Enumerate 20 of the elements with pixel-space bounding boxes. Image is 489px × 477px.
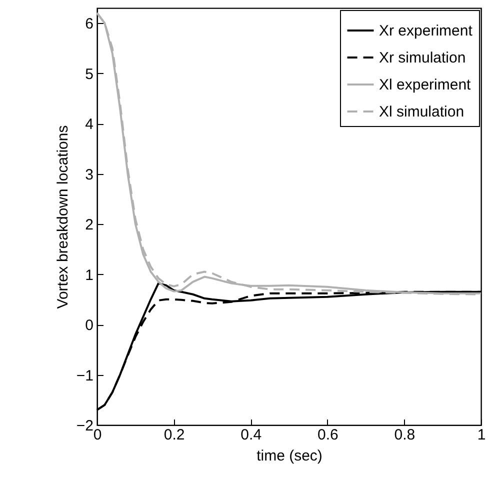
x-tick-label: 1 — [477, 426, 486, 444]
y-tick-label: −1 — [76, 367, 94, 384]
y-tick-label: 4 — [85, 116, 94, 134]
y-tick-label: 2 — [85, 216, 94, 234]
y-tick-label: 5 — [85, 66, 94, 83]
y-tick-label: 3 — [85, 166, 94, 184]
x-tick-label: 0.2 — [164, 426, 185, 444]
x-tick-label: 0.4 — [240, 426, 262, 444]
y-tick-label: 6 — [85, 16, 94, 33]
x-tick-label: 0.6 — [317, 426, 338, 444]
legend-label: Xr experiment — [379, 22, 474, 40]
y-tick-label: 0 — [85, 317, 94, 334]
y-tick-label: −2 — [76, 418, 94, 434]
y-axis-title: Vortex breakdown locations — [54, 125, 72, 309]
x-axis-title: time (sec) — [256, 448, 322, 464]
x-tick-label: 0.8 — [394, 426, 416, 444]
legend-label: Xl experiment — [379, 76, 472, 94]
y-tick-label: 1 — [85, 266, 94, 284]
legend-label: Xl simulation — [379, 104, 464, 120]
legend-label: Xr simulation — [379, 50, 466, 66]
